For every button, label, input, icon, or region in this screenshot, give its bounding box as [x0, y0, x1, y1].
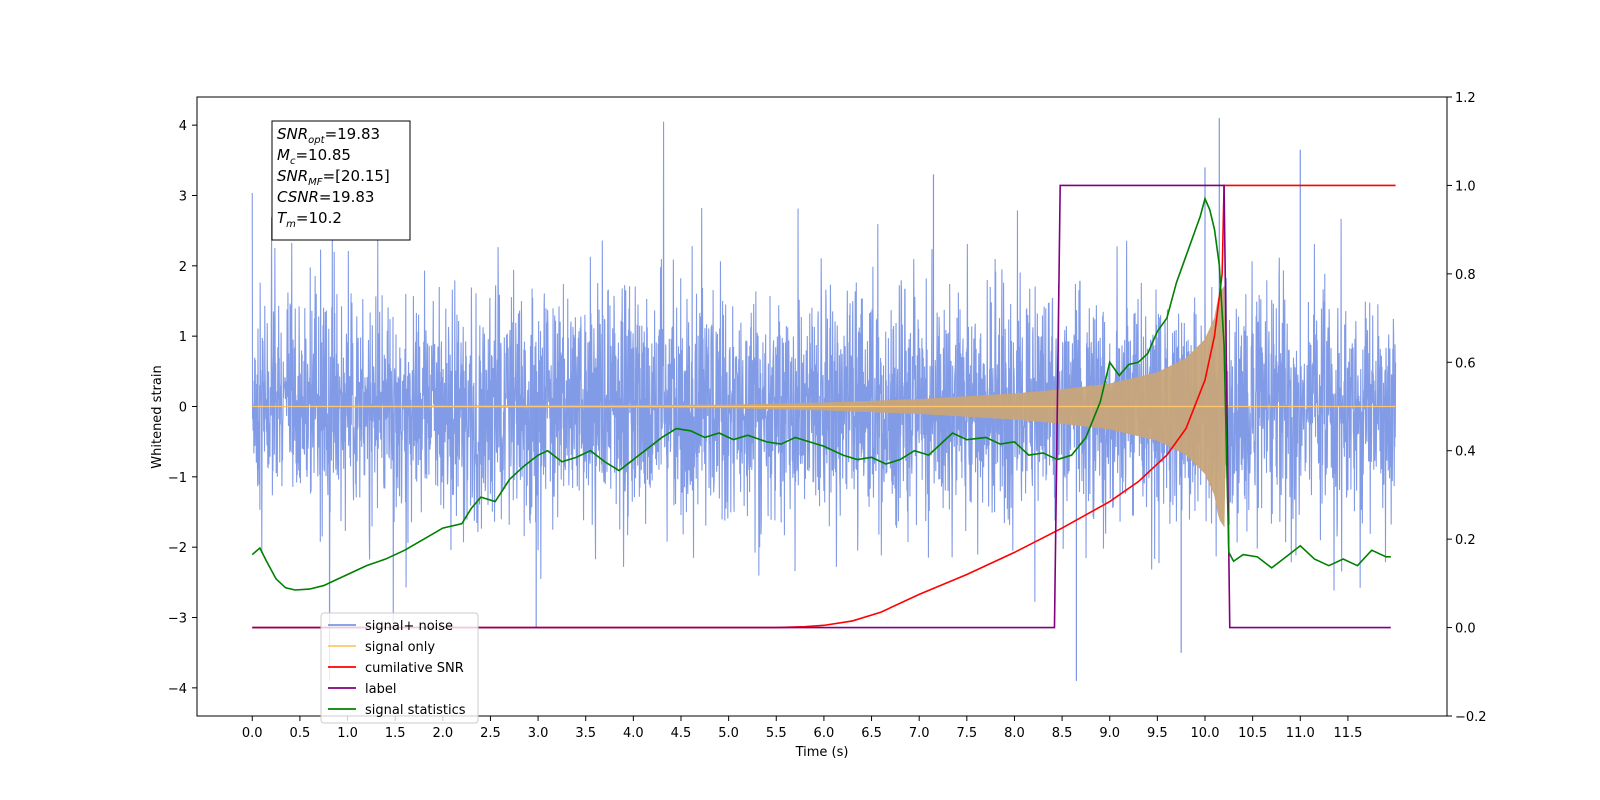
x-tick-label: 4.0 — [623, 726, 644, 741]
y2-axis-ticks: 1.2 1.0 0.8 0.6 0.4 0.2 0.0 −0.2 — [1447, 91, 1487, 725]
x-tick-label: 0.0 — [242, 726, 263, 741]
x-axis-ticks: 0.0 0.5 1.0 1.5 2.0 2.5 3.0 3.5 4.0 4.5 5.0 5.5 6.0 6… — [242, 716, 1362, 741]
x-tick-label: 8.5 — [1052, 726, 1073, 741]
x-tick-label: 5.0 — [718, 726, 739, 741]
x-tick-label: 0.5 — [290, 726, 311, 741]
y-tick-label: 2 — [179, 260, 187, 275]
x-tick-label: 3.0 — [528, 726, 549, 741]
x-tick-label: 9.5 — [1147, 726, 1168, 741]
annotation-line: SNRMF=[20.15] — [277, 167, 390, 188]
legend-label: signal+ noise — [365, 619, 453, 634]
y-tick-label: −4 — [168, 682, 187, 697]
right-axis-series — [251, 184, 1396, 629]
x-tick-label: 7.5 — [956, 726, 977, 741]
annotation-line: SNRopt=19.83 — [277, 125, 380, 146]
y2-tick-label: 1.2 — [1455, 91, 1476, 106]
annotation-line: Tm=10.2 — [277, 209, 342, 230]
y2-tick-label: 0.6 — [1455, 356, 1476, 371]
y2-tick-label: 0.8 — [1455, 268, 1476, 283]
x-tick-label: 11.5 — [1333, 726, 1362, 741]
y-axis-label: Whitened strain — [150, 365, 165, 468]
x-tick-label: 1.5 — [385, 726, 406, 741]
annotation-line: CSNR=19.83 — [277, 188, 374, 206]
y-tick-label: 3 — [179, 189, 187, 204]
x-tick-label: 6.0 — [814, 726, 835, 741]
label-line — [252, 184, 1391, 629]
x-tick-label: 10.0 — [1191, 726, 1220, 741]
y2-tick-label: 0.4 — [1455, 445, 1476, 460]
signal-statistics-line — [251, 196, 1391, 591]
y2-tick-label: 1.0 — [1455, 179, 1476, 194]
x-tick-label: 1.0 — [337, 726, 358, 741]
cumilative-snr-line — [252, 184, 1396, 629]
x-tick-label: 10.5 — [1238, 726, 1267, 741]
y-axis-ticks: 4 3 2 1 0 −1 −2 −3 −4 — [168, 119, 197, 697]
y-tick-label: −2 — [168, 541, 187, 556]
y2-tick-label: 0.0 — [1455, 622, 1476, 637]
y-tick-label: 4 — [179, 119, 187, 134]
y2-tick-label: 0.2 — [1455, 533, 1476, 548]
legend-label: signal only — [365, 640, 435, 655]
y-tick-label: 1 — [179, 330, 187, 345]
x-tick-label: 3.5 — [575, 726, 596, 741]
x-tick-label: 11.0 — [1286, 726, 1315, 741]
legend-label: label — [365, 682, 396, 697]
annotation-line: Mc=10.85 — [277, 146, 351, 167]
legend-frame — [320, 612, 479, 724]
x-tick-label: 2.5 — [480, 726, 501, 741]
x-tick-label: 9.0 — [1099, 726, 1120, 741]
annotation-box: SNRopt=19.83Mc=10.85SNRMF=[20.15]CSNR=19… — [271, 120, 411, 241]
x-tick-label: 5.5 — [766, 726, 787, 741]
x-tick-label: 7.0 — [909, 726, 930, 741]
x-tick-label: 2.0 — [432, 726, 453, 741]
x-tick-label: 8.0 — [1004, 726, 1025, 741]
legend: signal+ noise signal only cumilative SNR la… — [320, 612, 479, 724]
x-tick-label: 6.5 — [861, 726, 882, 741]
y-tick-label: −1 — [168, 471, 187, 486]
x-axis-label: Time (s) — [795, 745, 849, 760]
y-tick-label: −3 — [168, 612, 187, 627]
y2-tick-label: −0.2 — [1455, 710, 1487, 725]
y-tick-label: 0 — [179, 401, 187, 416]
signal-only-series — [252, 285, 1396, 528]
legend-label: signal statistics — [365, 703, 466, 718]
x-tick-label: 4.5 — [671, 726, 692, 741]
legend-label: cumilative SNR — [365, 661, 464, 676]
plot-area — [251, 118, 1397, 681]
